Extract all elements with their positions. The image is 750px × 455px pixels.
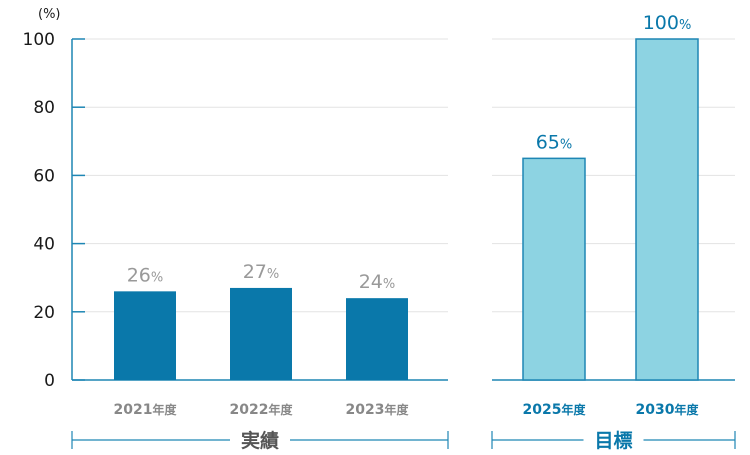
category-label-2025: 2025年度 (523, 402, 587, 418)
bar-2022 (230, 287, 292, 380)
bars (114, 38, 699, 381)
bar-2021 (114, 291, 176, 380)
bar-2023 (346, 298, 408, 380)
y-tick-label: 60 (33, 166, 55, 186)
group-brackets: 実績 目標 (71, 429, 736, 452)
y-axis-unit-label: (%) (38, 7, 61, 22)
y-tick-label: 80 (33, 98, 55, 118)
bar-2025 (522, 157, 586, 381)
value-label-2023: 24% (359, 271, 396, 293)
category-labels: 2021年度 2022年度 2023年度 2025年度 2030年度 (114, 402, 700, 418)
value-label-2021: 26% (127, 264, 164, 286)
category-label-2023: 2023年度 (346, 402, 410, 418)
value-label-2025: 65% (536, 131, 573, 153)
group-label-0: 実績 (241, 429, 279, 452)
value-labels: 26% 27% 24% 65% 100% (127, 12, 692, 293)
value-label-2022: 27% (243, 261, 280, 283)
y-tick-label: 100 (23, 30, 55, 50)
y-tick-label: 0 (44, 371, 55, 391)
y-tick-label: 40 (33, 235, 55, 255)
value-label-2030: 100% (643, 12, 692, 34)
category-label-2030: 2030年度 (636, 402, 700, 418)
bar-2030 (635, 38, 699, 381)
group-label-1: 目標 (594, 429, 632, 452)
category-label-2021: 2021年度 (114, 402, 178, 418)
y-tick-label: 20 (33, 303, 55, 323)
category-label-2022: 2022年度 (230, 402, 294, 418)
